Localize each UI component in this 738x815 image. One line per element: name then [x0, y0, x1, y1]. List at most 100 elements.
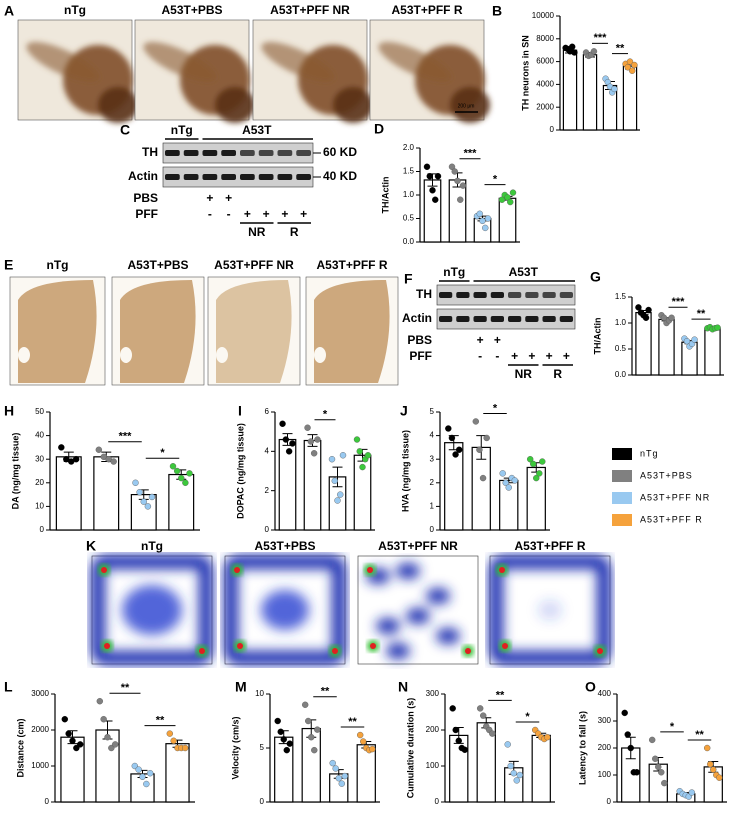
image-label: A53T+PFF NR — [214, 258, 294, 272]
data-point — [479, 474, 487, 482]
data-point — [341, 772, 348, 780]
data-point — [513, 777, 520, 784]
panel-letter: M — [235, 679, 247, 695]
band — [456, 316, 470, 322]
data-point — [136, 489, 143, 496]
y-tick-label: 3000 — [31, 689, 49, 698]
data-point — [170, 737, 177, 744]
band — [221, 150, 236, 156]
data-point — [511, 477, 518, 484]
data-point — [688, 789, 695, 796]
sign: + — [546, 349, 553, 363]
group-label: nTg — [171, 123, 193, 137]
data-point — [148, 493, 156, 501]
band — [559, 316, 573, 322]
band — [240, 174, 255, 180]
significance-label: * — [493, 402, 498, 414]
y-tick-label: 4000 — [536, 80, 554, 89]
hotspot — [234, 567, 240, 573]
panel-letter: N — [398, 679, 408, 695]
data-point — [357, 731, 364, 739]
panel-letter: J — [400, 403, 408, 419]
significance-label: * — [323, 409, 328, 421]
y-tick-label: 0 — [265, 525, 270, 534]
heatmap-label: nTg — [141, 539, 163, 553]
hotspot — [199, 648, 205, 654]
y-tick-label: 0.0 — [615, 370, 627, 379]
legend-swatch — [612, 492, 632, 504]
significance-label: ** — [697, 308, 706, 320]
data-point — [504, 741, 511, 748]
band — [508, 316, 522, 322]
data-point — [457, 196, 464, 203]
data-point — [338, 780, 345, 787]
blot-strip — [436, 284, 576, 306]
significance-label: ** — [695, 729, 704, 741]
heatmap — [91, 555, 213, 665]
data-point — [61, 716, 69, 723]
data-point — [716, 774, 723, 781]
data-point — [69, 737, 76, 744]
y-tick-label: 50 — [35, 407, 44, 416]
data-point — [182, 479, 189, 486]
y-tick-label: 10 — [255, 689, 264, 698]
stain — [378, 41, 452, 83]
y-tick-label: 0 — [430, 525, 435, 534]
striatum — [216, 280, 292, 383]
data-point — [364, 452, 372, 459]
data-point — [714, 324, 721, 331]
hotspot — [597, 648, 603, 654]
data-point — [432, 196, 439, 203]
data-point — [337, 491, 344, 498]
data-point — [132, 479, 139, 486]
bar — [55, 456, 82, 531]
hotspot — [499, 567, 505, 573]
y-axis-label: Cumulative duration (s) — [405, 698, 415, 799]
data-point — [629, 67, 636, 74]
hotspot — [367, 567, 373, 573]
legend-label: A53T+PBS — [640, 470, 693, 480]
ventricle — [18, 347, 30, 363]
bar — [531, 734, 551, 803]
data-point — [283, 746, 290, 754]
data-point — [58, 444, 65, 451]
data-point — [482, 224, 489, 232]
data-point — [445, 425, 452, 432]
error-bar — [332, 466, 343, 488]
significance-label: * — [160, 447, 165, 459]
track — [91, 555, 213, 665]
bar — [471, 446, 491, 531]
data-point — [96, 698, 104, 705]
bar — [704, 327, 721, 376]
data-point — [104, 734, 111, 741]
data-point — [356, 448, 363, 455]
data-point — [611, 85, 618, 93]
data-point — [311, 746, 318, 754]
data-point — [282, 436, 290, 443]
striatum — [314, 280, 390, 383]
sign: + — [281, 207, 288, 221]
sign: + — [511, 349, 518, 363]
panel-letter: K — [86, 538, 96, 554]
y-tick-label: 2 — [430, 478, 435, 487]
y-tick-label: 4 — [265, 446, 270, 455]
band — [439, 292, 453, 298]
data-point — [505, 484, 512, 491]
sign: + — [206, 191, 213, 205]
data-point — [480, 712, 487, 719]
ventricle — [120, 347, 132, 363]
data-point — [624, 731, 631, 738]
image-label: A53T+PFF R — [316, 258, 387, 272]
data-point — [429, 187, 436, 194]
bar — [635, 312, 652, 376]
data-point — [633, 769, 640, 776]
band — [508, 292, 522, 298]
y-tick-label: 0.5 — [403, 214, 415, 223]
sign: + — [494, 333, 501, 347]
subgroup-label: R — [553, 367, 562, 381]
hotspot — [237, 643, 243, 649]
legend-label: nTg — [640, 448, 659, 458]
panel-letter: C — [120, 122, 130, 138]
legend-label: A53T+PFF R — [640, 514, 703, 524]
legend-label: A53T+PFF NR — [640, 492, 710, 502]
